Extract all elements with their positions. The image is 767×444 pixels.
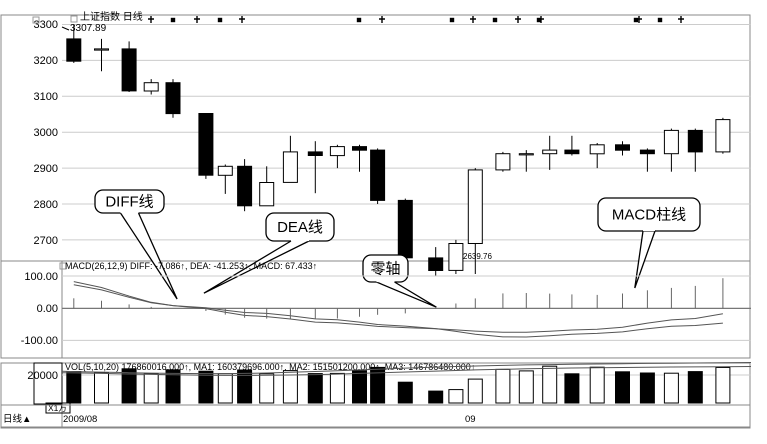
svg-text:MACD(26,12,9) DIFF: -7.086↑, D: MACD(26,12,9) DIFF: -7.086↑, DEA: -41.25… (65, 261, 317, 271)
svg-text:2800: 2800 (34, 199, 58, 211)
svg-text:2700: 2700 (34, 235, 58, 247)
svg-text:3000: 3000 (34, 127, 58, 139)
svg-text:2639.76: 2639.76 (463, 252, 492, 261)
svg-text:DEA线: DEA线 (277, 219, 323, 236)
svg-text:日线▲: 日线▲ (3, 413, 31, 425)
svg-text:DIFF线: DIFF线 (105, 194, 153, 211)
svg-text:-100.00: -100.00 (21, 335, 58, 347)
svg-text:上证指数 日线: 上证指数 日线 (80, 10, 143, 23)
svg-text:20000: 20000 (27, 370, 58, 382)
svg-text:3100: 3100 (34, 91, 58, 103)
svg-text:3307.89: 3307.89 (70, 23, 107, 34)
svg-text:0.00: 0.00 (37, 303, 58, 315)
svg-text:100.00: 100.00 (24, 271, 58, 283)
svg-text:09: 09 (465, 414, 476, 425)
svg-text:零轴: 零轴 (370, 261, 400, 278)
svg-text:3200: 3200 (34, 55, 58, 67)
svg-text:3300: 3300 (34, 19, 58, 31)
svg-text:2900: 2900 (34, 163, 58, 175)
svg-text:2009/08: 2009/08 (63, 414, 97, 425)
svg-text:MACD柱线: MACD柱线 (612, 207, 686, 224)
